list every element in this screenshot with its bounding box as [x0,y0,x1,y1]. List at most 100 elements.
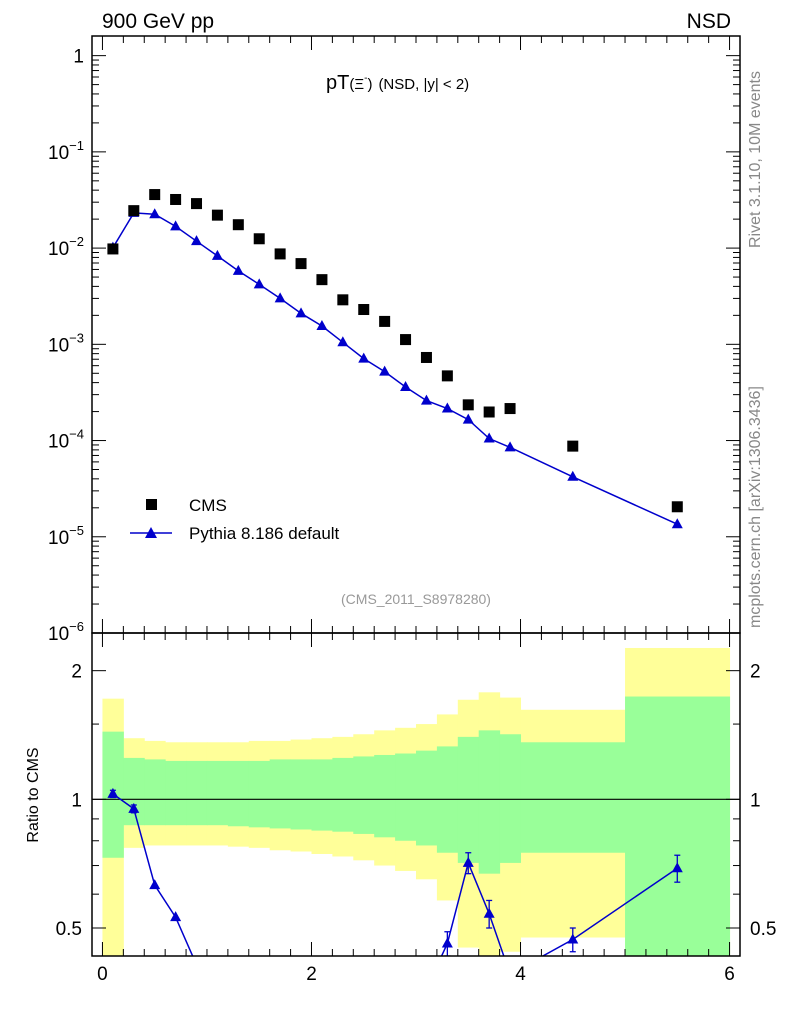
mc-point [253,278,265,289]
ratio-point [421,983,432,993]
ratio-point [275,994,286,1004]
uncertainty-band-inner [374,754,396,838]
ratio-point [316,999,327,1009]
mc-point [337,336,349,347]
uncertainty-band-inner [206,760,229,826]
ratio-point [149,879,161,890]
mc-point [232,264,244,275]
uncertainty-band-inner [395,753,417,841]
main-axes: 1 10−1 10−2 10−3 10−4 10−5 10−6 [48,36,740,645]
ratio-ytick-label: 2 [71,662,82,683]
mc-point [567,470,579,481]
mc-point [316,320,328,331]
ratio-marks [107,787,683,1024]
uncertainty-band-inner [625,696,731,956]
data-point [483,406,495,418]
data-point [504,403,516,415]
mc-point [170,220,182,231]
legend-cms-marker [146,499,157,510]
mc-point [400,381,412,392]
plot-title-main: pT [326,72,349,94]
uncertainty-band-inner [478,730,501,874]
ratio-ytick-label-right: 1 [750,790,761,811]
mc-point [358,352,370,363]
main-ytick-label: 10−3 [48,330,84,356]
main-ytick-label: 10−5 [48,523,84,549]
plot-title-particle: (Ξ [349,76,364,93]
uncertainty-band-inner [186,760,208,826]
data-point [441,370,453,382]
mc-point [671,518,683,529]
data-point [420,351,432,363]
ratio-xtick-label: 4 [515,964,526,985]
ratio-point [483,907,495,918]
mc-point [191,235,203,246]
data-point [671,501,683,513]
uncertainty-band-inner [311,759,333,831]
ratio-point [379,1017,390,1024]
data-point [211,209,223,221]
mc-point [504,441,516,452]
ratio-point [128,802,140,813]
ratio-xtick-label: 6 [724,964,735,985]
uncertainty-band-inner [227,760,250,827]
ratio-point [212,973,223,983]
mc-line [112,212,678,525]
ratio-line [112,793,678,956]
ratio-point [107,787,119,798]
uncertainty-band-inner [123,757,145,826]
ratio-point [441,937,453,948]
legend-mc-label: Pythia 8.186 default [189,524,340,543]
ratio-xtick-label: 2 [306,964,317,985]
ratio-point [671,862,683,873]
data-point [107,243,119,255]
main-ytick-label: 1 [73,47,84,68]
ratio-point [296,1017,307,1024]
data-point [232,219,244,231]
uncertainty-band-inner [416,750,438,846]
data-point [295,258,307,270]
main-marks [107,189,683,529]
mc-point [379,365,391,376]
ratio-point [358,1011,369,1021]
ratio-point [191,959,202,969]
ratio-ytick-label: 0.5 [56,919,82,940]
uncertainty-band-inner [520,742,626,853]
main-panel: 1 10−1 10−2 10−3 10−4 10−5 10−6 pT(Ξ-) (NSD, |y… [48,35,741,645]
plot-title-cuts: (NSD, |y| < 2) [378,76,469,93]
legend-cms-label: CMS [189,496,227,515]
main-ytick-label: 10−4 [48,427,84,453]
plot-title: pT(Ξ-) (NSD, |y| < 2) [326,72,469,94]
ratio-point [254,994,265,1004]
data-point [358,304,370,316]
ratio-axes: 0.5 0.5 1 1 2 2 0 2 4 6 [56,633,776,985]
data-point [191,198,203,210]
data-point [128,205,140,217]
ratio-ytick-label-right: 2 [750,662,761,683]
mc-point [211,249,223,260]
header-left: 900 GeV pp [102,10,214,33]
mc-point [483,432,495,443]
ratio-ylabel: Ratio to CMS [25,747,42,842]
legend: CMS Pythia 8.186 default [130,496,340,543]
ratio-xtick-label: 0 [97,964,108,985]
main-frame [91,35,741,634]
ratio-point [505,968,516,978]
data-point [316,274,328,286]
ratio-ytick-label: 1 [71,790,82,811]
data-point [170,193,182,205]
ratio-panel: 0.5 0.5 1 1 2 2 0 2 4 6 Ratio to CMS [25,632,776,1024]
data-point [274,248,286,260]
data-point [253,233,265,245]
uncertainty-band-inner [165,760,187,826]
ratio-ytick-label-right: 0.5 [750,919,776,940]
data-point [567,440,579,452]
mc-point [149,208,161,219]
main-ytick-label: 10−1 [48,138,84,164]
data-point [149,189,161,201]
mc-point [274,292,286,303]
uncertainty-band-inner [332,757,354,832]
mcplots-label: mcplots.cern.ch [arXiv:1306.3436] [747,386,764,628]
mc-point [420,394,432,405]
